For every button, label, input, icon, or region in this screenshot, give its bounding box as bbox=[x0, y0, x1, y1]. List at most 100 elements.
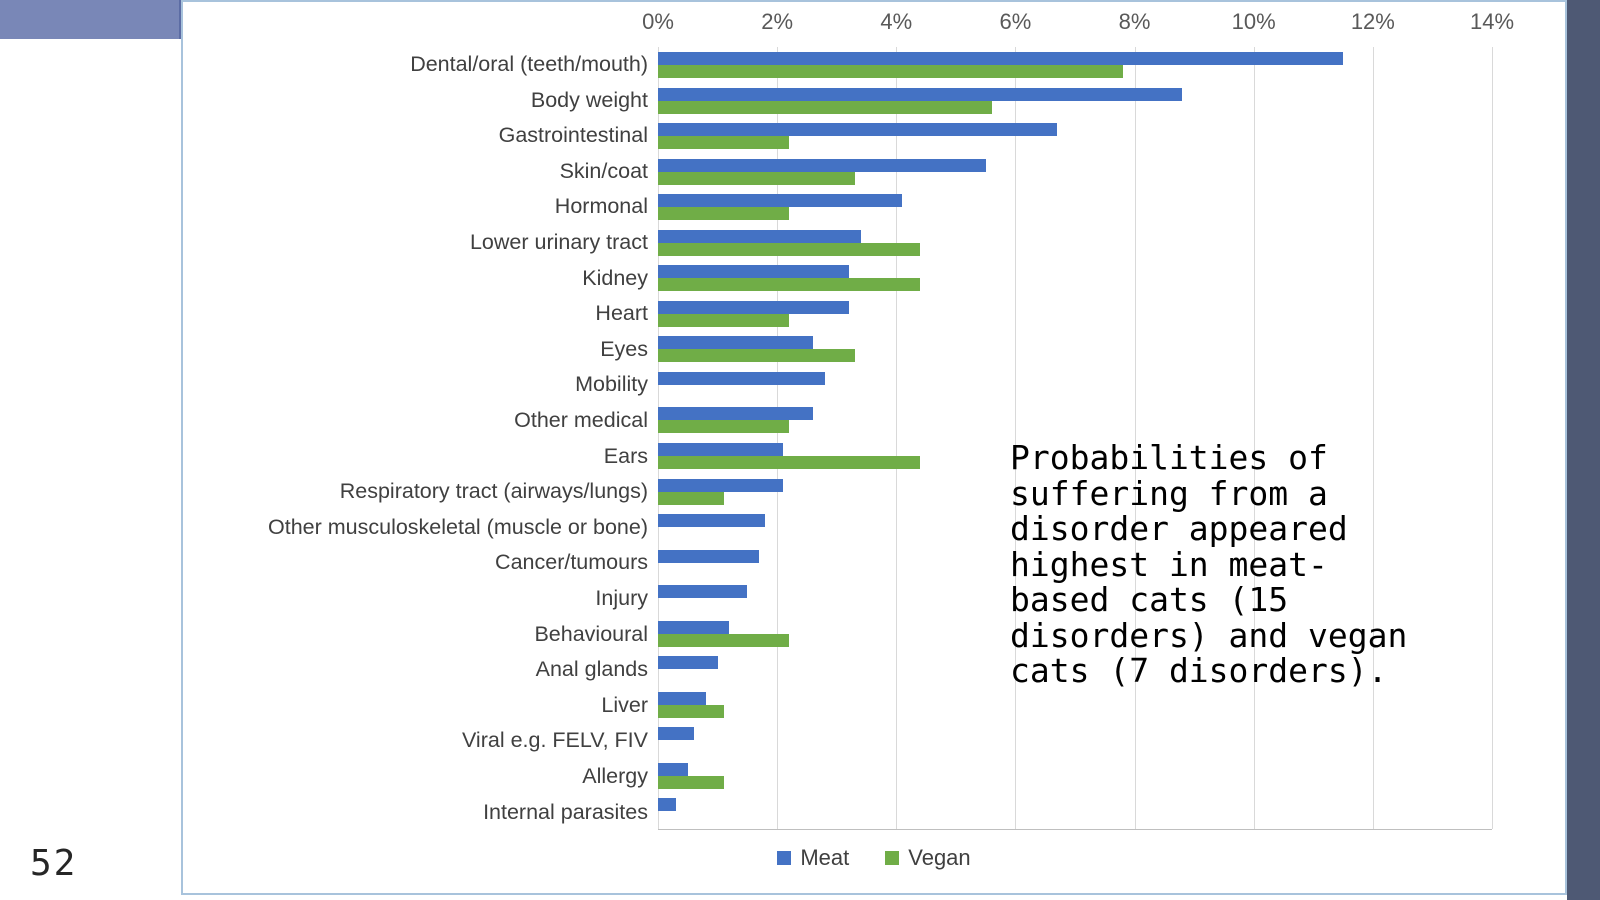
axis-tick-label: 10% bbox=[1231, 9, 1276, 34]
category-label: Dental/oral (teeth/mouth) bbox=[410, 52, 648, 77]
gridline bbox=[658, 47, 659, 829]
side-accent-strip bbox=[1567, 0, 1600, 900]
bar-rows bbox=[658, 47, 1492, 829]
meat-swatch-icon bbox=[777, 851, 792, 865]
bar-meat bbox=[658, 158, 986, 172]
chart-legend: Meat Vegan bbox=[183, 845, 1565, 871]
category-label: Respiratory tract (airways/lungs) bbox=[339, 479, 648, 504]
bar-row bbox=[658, 225, 1492, 261]
category-label: Body weight bbox=[530, 87, 648, 112]
category-label: Anal glands bbox=[535, 657, 648, 682]
bar-meat bbox=[658, 123, 1058, 137]
axis-tick-label: 8% bbox=[1118, 9, 1151, 34]
bar-vegan bbox=[658, 100, 992, 114]
axis-tick-label: 0% bbox=[642, 9, 674, 34]
category-label: Kidney bbox=[582, 265, 648, 290]
bar-meat bbox=[658, 620, 730, 634]
bar-row bbox=[658, 154, 1492, 190]
gridline bbox=[777, 47, 779, 829]
bar-meat bbox=[658, 87, 1183, 101]
header-accent-rect bbox=[0, 0, 181, 39]
axis-tick-label: 6% bbox=[999, 9, 1032, 34]
bar-meat bbox=[658, 762, 688, 776]
gridline bbox=[1134, 47, 1136, 829]
bar-meat bbox=[658, 549, 760, 563]
bar-row bbox=[658, 189, 1492, 225]
bar-vegan bbox=[658, 491, 724, 505]
bar-row bbox=[658, 83, 1492, 119]
bar-vegan bbox=[658, 242, 921, 256]
bar-meat bbox=[658, 656, 718, 670]
bar-meat bbox=[658, 443, 784, 457]
bar-meat bbox=[658, 265, 849, 279]
bar-row bbox=[658, 545, 1492, 581]
category-label: Hormonal bbox=[554, 194, 648, 219]
bar-meat bbox=[658, 478, 784, 492]
category-label: Gastrointestinal bbox=[498, 123, 648, 148]
category-label: Liver bbox=[601, 692, 648, 717]
axis-tick-label: 4% bbox=[880, 9, 913, 34]
bar-meat bbox=[658, 727, 694, 741]
gridline bbox=[1015, 47, 1017, 829]
bar-meat bbox=[658, 798, 676, 812]
vegan-swatch-icon bbox=[885, 851, 900, 865]
bar-row bbox=[658, 651, 1492, 687]
bar-row bbox=[658, 616, 1492, 652]
bar-meat bbox=[658, 585, 748, 599]
bar-row bbox=[658, 687, 1492, 723]
category-label: Ears bbox=[603, 443, 648, 468]
bar-vegan bbox=[658, 349, 855, 363]
category-label: Heart bbox=[595, 301, 648, 326]
bar-row bbox=[658, 722, 1492, 758]
category-label: Allergy bbox=[582, 763, 648, 788]
category-label: Mobility bbox=[575, 372, 648, 397]
bar-meat bbox=[658, 336, 813, 350]
bar-meat bbox=[658, 371, 825, 385]
bar-vegan bbox=[658, 278, 921, 292]
bar-meat bbox=[658, 300, 849, 314]
gridline bbox=[896, 47, 898, 829]
x-axis: 0% 2% 4% 6% 8% 10% 12% 14% bbox=[183, 2, 1565, 40]
category-label: Other medical bbox=[514, 407, 648, 432]
category-label: Eyes bbox=[600, 336, 648, 361]
gridline bbox=[1253, 47, 1255, 829]
bar-vegan bbox=[658, 633, 790, 647]
bar-row bbox=[658, 118, 1492, 154]
bar-row bbox=[658, 509, 1492, 545]
bar-row bbox=[658, 438, 1492, 474]
bar-vegan bbox=[658, 456, 921, 470]
bar-meat bbox=[658, 194, 903, 208]
bar-meat bbox=[658, 52, 1344, 65]
bar-row bbox=[658, 402, 1492, 438]
bar-row bbox=[658, 296, 1492, 332]
bar-row bbox=[658, 474, 1492, 510]
category-label: Lower urinary tract bbox=[469, 230, 648, 255]
bar-meat bbox=[658, 691, 706, 705]
bar-vegan bbox=[658, 65, 1123, 78]
category-label: Internal parasites bbox=[483, 799, 648, 824]
bar-meat bbox=[658, 407, 813, 421]
axis-tick-label: 14% bbox=[1469, 9, 1515, 34]
category-labels-column: Dental/oral (teeth/mouth) Body weight Gast… bbox=[183, 47, 648, 830]
legend-label-meat: Meat bbox=[800, 845, 850, 870]
category-label: Skin/coat bbox=[559, 158, 648, 183]
bar-row bbox=[658, 580, 1492, 616]
axis-tick-label: 2% bbox=[761, 9, 794, 34]
bar-row bbox=[658, 260, 1492, 296]
bar-row bbox=[658, 331, 1492, 367]
bar-vegan bbox=[658, 207, 790, 221]
gridline bbox=[1492, 47, 1493, 829]
bar-row bbox=[658, 367, 1492, 403]
bar-meat bbox=[658, 514, 766, 528]
bar-row bbox=[658, 758, 1492, 794]
bar-meat bbox=[658, 229, 861, 243]
annotation-text: Probabilities of suffering from a disord… bbox=[1010, 438, 1408, 690]
legend-label-vegan: Vegan bbox=[908, 845, 971, 870]
legend-item-vegan: Vegan bbox=[885, 845, 971, 871]
bar-vegan bbox=[658, 136, 790, 150]
category-label: Injury bbox=[595, 585, 648, 610]
bar-vegan bbox=[658, 775, 724, 789]
bar-vegan bbox=[658, 704, 724, 718]
disorder-probability-chart: 0% 2% 4% 6% 8% 10% 12% 14% Dental/oral (teeth/m… bbox=[181, 0, 1567, 895]
